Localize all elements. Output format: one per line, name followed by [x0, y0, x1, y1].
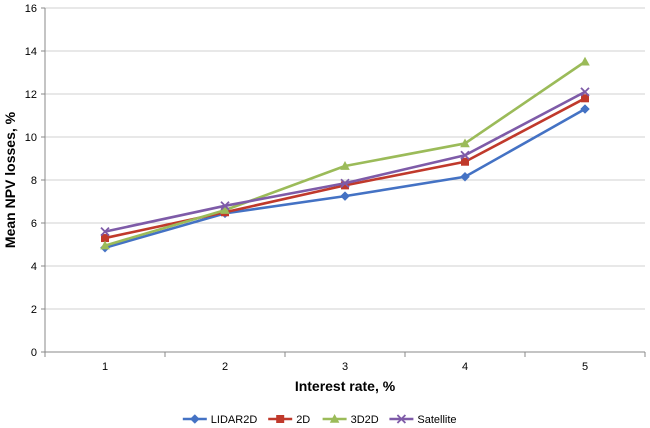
data-point: [220, 205, 230, 214]
data-point: [460, 171, 470, 182]
y-tick-label: 8: [31, 175, 37, 187]
series-group: [100, 56, 590, 253]
data-point: [340, 161, 350, 170]
x-axis-title: Interest rate, %: [295, 378, 396, 394]
data-point: [581, 94, 589, 103]
data-point: [341, 181, 349, 190]
y-tick-label: 16: [25, 3, 37, 15]
data-point: [100, 240, 110, 250]
series-3d2d: [100, 56, 590, 250]
legend-label: Satellite: [417, 414, 456, 426]
x-tick-label: 1: [102, 361, 108, 373]
legend-item-lidar2d: LIDAR2D: [182, 414, 258, 426]
y-tick-label: 2: [31, 304, 37, 316]
y-tick-label: 0: [31, 347, 37, 359]
x-tick-label: 4: [462, 361, 468, 373]
x-tick-label: 5: [582, 361, 588, 373]
data-point: [580, 104, 590, 114]
data-point: [461, 157, 469, 166]
legend-marker: [396, 414, 407, 424]
y-tick-label: 14: [25, 46, 37, 58]
data-point: [101, 234, 109, 243]
y-axis-ticks: 0 2 4 6 8 10 12 14 16: [25, 3, 45, 359]
data-point: [340, 178, 350, 188]
y-tick-label: 6: [31, 218, 37, 230]
x-axis-ticks: 1 2 3 4 5: [44, 352, 646, 373]
x-tick-label: 2: [222, 361, 228, 373]
legend: LIDAR2D 2D 3D2D Satellite: [182, 414, 457, 426]
legend-marker: [276, 415, 285, 423]
legend-item-satellite: Satellite: [389, 414, 457, 426]
data-point: [340, 191, 350, 201]
legend-label: 2D: [296, 414, 310, 426]
series-line: [104, 60, 586, 247]
y-axis-title: Mean NPV losses, %: [2, 111, 18, 248]
legend-marker: [329, 414, 340, 423]
legend-item-2d: 2D: [268, 414, 310, 426]
legend-item-3d2d: 3D2D: [322, 414, 379, 426]
y-tick-label: 4: [31, 261, 37, 273]
series-satellite: [100, 87, 590, 237]
data-point: [220, 201, 230, 211]
legend-label: 3D2D: [351, 414, 379, 426]
data-point: [460, 138, 470, 148]
data-point: [100, 226, 110, 237]
legend-label: LIDAR2D: [211, 414, 258, 426]
x-tick-label: 3: [342, 361, 348, 373]
data-point: [580, 87, 590, 97]
legend-marker: [189, 414, 200, 424]
data-point: [460, 150, 470, 160]
series-lidar2d: [100, 104, 590, 253]
y-tick-label: 12: [25, 89, 37, 101]
gridlines: [45, 7, 645, 353]
data-point: [580, 56, 590, 66]
y-tick-label: 10: [25, 132, 37, 144]
